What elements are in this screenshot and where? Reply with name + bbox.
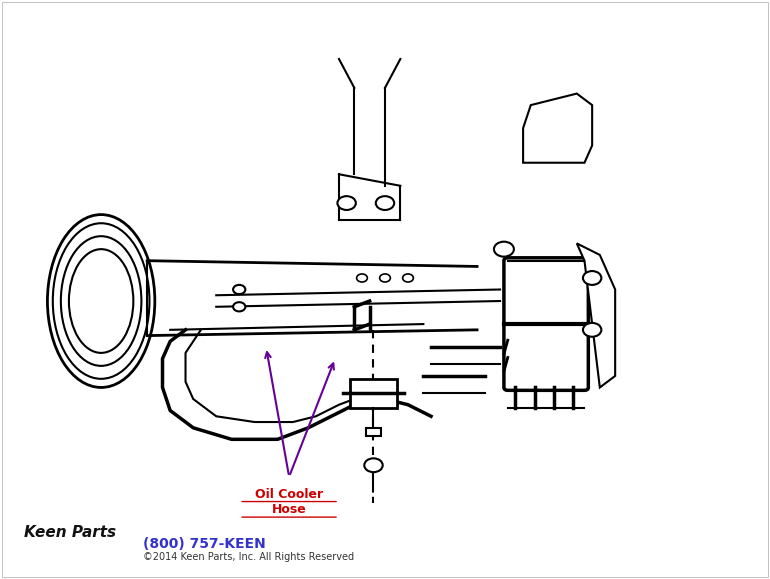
FancyBboxPatch shape [504,258,588,390]
Circle shape [357,274,367,282]
Text: Hose: Hose [272,503,306,516]
Polygon shape [577,243,615,387]
Circle shape [364,459,383,472]
Text: Oil Cooler: Oil Cooler [255,488,323,501]
FancyBboxPatch shape [350,379,397,408]
Circle shape [376,196,394,210]
Circle shape [494,241,514,256]
Text: ©2014 Keen Parts, Inc. All Rights Reserved: ©2014 Keen Parts, Inc. All Rights Reserv… [143,552,354,562]
FancyBboxPatch shape [366,428,381,437]
Circle shape [583,323,601,337]
Ellipse shape [48,215,155,387]
Polygon shape [523,94,592,163]
Circle shape [403,274,413,282]
Circle shape [380,274,390,282]
Text: (800) 757-KEEN: (800) 757-KEEN [143,537,266,551]
Circle shape [233,302,246,312]
Circle shape [233,285,246,294]
Circle shape [583,271,601,285]
Circle shape [337,196,356,210]
Text: Keen Parts: Keen Parts [25,525,116,540]
